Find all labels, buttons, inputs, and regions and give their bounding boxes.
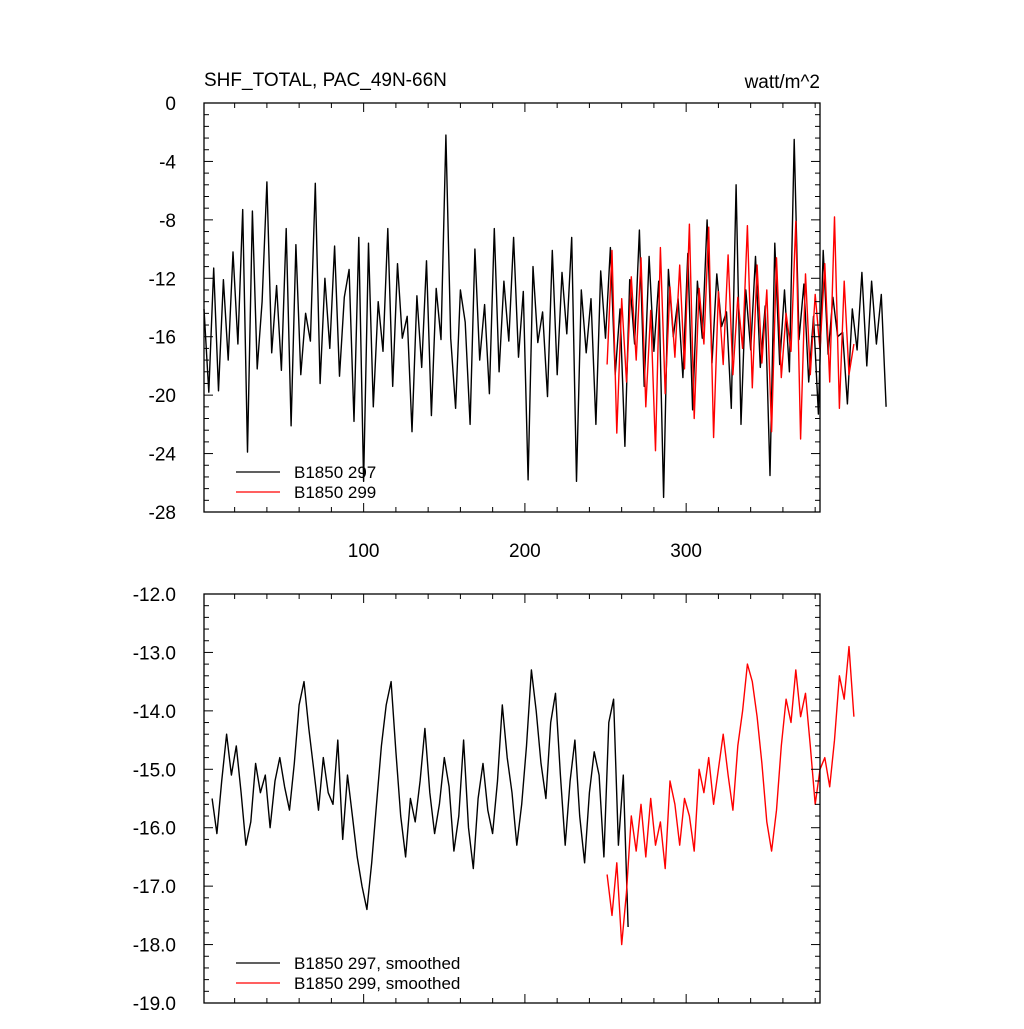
series-line-b1850-297-smoothed [211, 669, 629, 928]
y-tick-label: -24 [149, 445, 177, 466]
bottom-legend: B1850 297, smoothed B1850 299, smoothed [236, 954, 460, 993]
top-ticks-group: 0 -4 -8 -12 -16 -20 -24 -28 100 200 300 [149, 94, 820, 562]
top-legend: B1850 297 B1850 299 [236, 463, 376, 502]
top-chart-title: SHF_TOTAL, PAC_49N-66N [204, 70, 447, 91]
y-tick-label: -8 [159, 211, 176, 232]
top-series-group [203, 134, 887, 499]
y-tick-label: -13.0 [133, 643, 176, 664]
legend-label-b1850-297-smoothed: B1850 297, smoothed [294, 954, 460, 973]
x-tick-label: 300 [670, 541, 702, 562]
y-tick-label: -15.0 [133, 760, 176, 781]
bottom-plot-frame [203, 593, 821, 1004]
y-tick-label: -14.0 [133, 702, 176, 723]
y-tick-label: -16 [149, 328, 176, 349]
y-tick-label: -12 [149, 269, 176, 290]
x-tick-label: 200 [509, 541, 541, 562]
top-chart-units: watt/m^2 [744, 72, 820, 93]
y-tick-label: 0 [165, 94, 176, 115]
y-tick-label: -4 [159, 152, 176, 173]
legend-label-b1850-299: B1850 299 [294, 483, 376, 502]
y-tick-label: -12.0 [133, 585, 176, 606]
bottom-series-group [211, 645, 855, 946]
series-line-b1850-299 [606, 216, 855, 452]
series-line-b1850-297 [203, 134, 887, 499]
y-tick-label: -19.0 [133, 994, 176, 1015]
bottom-panel: -12.0 -13.0 -14.0 -15.0 -16.0 -17.0 -18.0 -19.0… [133, 585, 855, 1015]
series-line-b1850-299-smoothed [606, 645, 855, 946]
top-panel: SHF_TOTAL, PAC_49N-66N watt/m^2 0 -4 -8 -12… [149, 70, 887, 562]
y-tick-label: -16.0 [133, 819, 176, 840]
legend-label-b1850-299-smoothed: B1850 299, smoothed [294, 974, 460, 993]
x-tick-label: 100 [348, 541, 380, 562]
top-plot-frame [203, 102, 821, 513]
y-tick-label: -28 [149, 503, 176, 524]
legend-label-b1850-297: B1850 297 [294, 463, 376, 482]
y-tick-label: -18.0 [133, 936, 176, 957]
y-tick-label: -17.0 [133, 877, 176, 898]
y-tick-label: -20 [149, 386, 176, 407]
bottom-ticks-group: -12.0 -13.0 -14.0 -15.0 -16.0 -17.0 -18.0 -19.0 [133, 585, 820, 1015]
